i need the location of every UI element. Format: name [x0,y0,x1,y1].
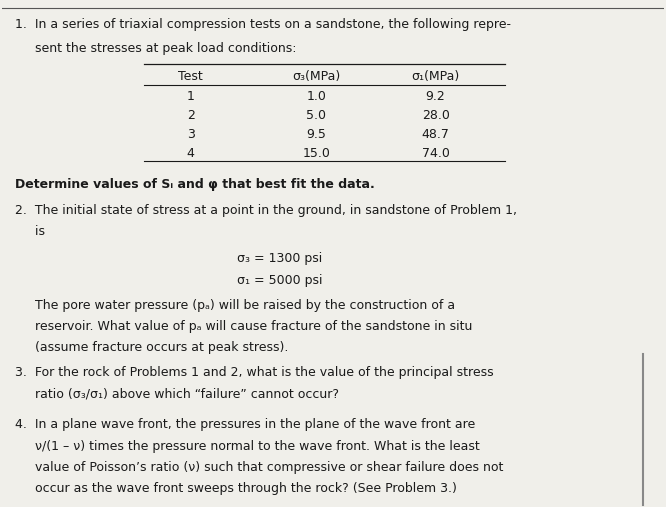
Text: ν/(1 – ν) times the pressure normal to the wave front. What is the least: ν/(1 – ν) times the pressure normal to t… [15,440,480,453]
Text: Test: Test [178,70,203,83]
Text: is: is [15,225,45,238]
Text: 48.7: 48.7 [422,128,450,141]
Text: reservoir. What value of pₐ will cause fracture of the sandstone in situ: reservoir. What value of pₐ will cause f… [15,320,473,333]
Text: 1.0: 1.0 [306,90,326,103]
Text: 5.0: 5.0 [306,109,326,122]
Text: (assume fracture occurs at peak stress).: (assume fracture occurs at peak stress). [15,341,288,354]
Text: 2.  The initial state of stress at a point in the ground, in sandstone of Proble: 2. The initial state of stress at a poin… [15,204,517,216]
Text: The pore water pressure (pₐ) will be raised by the construction of a: The pore water pressure (pₐ) will be rai… [15,299,456,312]
Text: 3: 3 [186,128,194,141]
Text: 1: 1 [186,90,194,103]
Text: Determine values of Sᵢ and φ that best fit the data.: Determine values of Sᵢ and φ that best f… [15,177,375,191]
Text: 1.  In a series of triaxial compression tests on a sandstone, the following repr: 1. In a series of triaxial compression t… [15,18,511,31]
Text: σ₁ = 5000 psi: σ₁ = 5000 psi [237,274,323,286]
Text: 3.  For the rock of Problems 1 and 2, what is the value of the principal stress: 3. For the rock of Problems 1 and 2, wha… [15,366,494,379]
Text: 2: 2 [186,109,194,122]
Text: ratio (σ₃/σ₁) above which “failure” cannot occur?: ratio (σ₃/σ₁) above which “failure” cann… [15,387,339,400]
Text: 9.5: 9.5 [306,128,326,141]
Text: 4: 4 [186,148,194,160]
Text: σ₃ = 1300 psi: σ₃ = 1300 psi [237,252,323,266]
Text: 4.  In a plane wave front, the pressures in the plane of the wave front are: 4. In a plane wave front, the pressures … [15,418,476,431]
Text: occur as the wave front sweeps through the rock? (See Problem 3.): occur as the wave front sweeps through t… [15,482,457,495]
Text: σ₃(MPa): σ₃(MPa) [292,70,340,83]
Text: value of Poisson’s ratio (ν) such that compressive or shear failure does not: value of Poisson’s ratio (ν) such that c… [15,461,503,474]
Text: 9.2: 9.2 [426,90,446,103]
Text: sent the stresses at peak load conditions:: sent the stresses at peak load condition… [15,42,297,55]
Text: 74.0: 74.0 [422,148,450,160]
Text: σ₁(MPa): σ₁(MPa) [412,70,460,83]
Text: 28.0: 28.0 [422,109,450,122]
Text: 15.0: 15.0 [302,148,330,160]
